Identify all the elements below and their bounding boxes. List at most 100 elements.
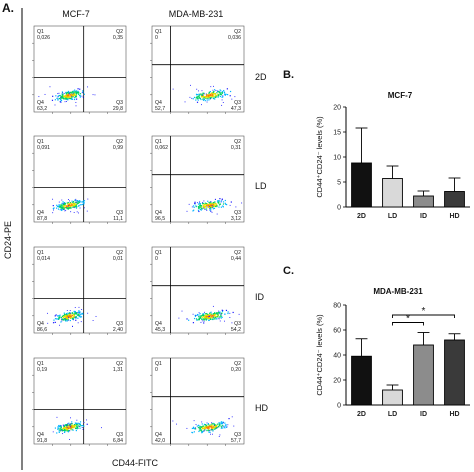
y-tick-label: 15 [333,130,341,137]
quadrant-4-label: Q4 [37,432,44,438]
quadrant-1-label: Q1 [155,29,162,35]
x-tick-label-hd: HD [449,411,459,418]
bar-id [413,344,434,406]
quadrant-1-value: 0 [155,367,158,373]
quadrant-3-label: Q3 [234,432,241,438]
flow-panel-frame [33,25,127,113]
quadrant-1-value: 0,014 [37,256,50,262]
chart-y-axis-label: CD44⁺CD24⁻ levels (%) [315,314,324,396]
quadrant-3-value: 6,84 [113,438,123,444]
flow-panel-ticks [150,152,226,224]
quadrant-2-label: Q2 [234,29,241,35]
flow-panel-ticks [150,42,226,114]
flow-density-cloud [172,84,236,106]
quadrant-1-label: Q1 [155,250,162,256]
quadrant-3-label: Q3 [234,100,241,106]
quadrant-1-label: Q1 [155,139,162,145]
quadrant-1-label: Q1 [37,139,44,145]
chart-panel-label: C. [283,265,294,277]
quadrant-2-value: 0,44 [231,256,241,262]
quadrant-2-value: 0,31 [231,145,241,151]
figure-label-a: A. [2,1,14,15]
quadrant-1-value: 0 [155,35,158,41]
quadrant-3-label: Q3 [116,432,123,438]
bar-hd [444,339,465,406]
quadrant-2-label: Q2 [116,361,123,367]
flow-panel-ticks [150,263,226,335]
x-tick-label-ld: LD [388,213,397,220]
quadrant-3-label: Q3 [116,100,123,106]
quadrant-1-value: 0,062 [155,145,168,151]
chart-title: MDA-MB-231 [373,287,423,296]
chart-y-axis-label: CD44⁺CD24⁻ levels (%) [315,116,324,198]
quadrant-2-label: Q2 [234,250,241,256]
quadrant-3-value: 11,1 [113,216,123,222]
condition-label-2d: 2D [255,72,267,82]
quadrant-1-label: Q1 [37,361,44,367]
quadrant-1-value: 0,026 [37,35,50,41]
quadrant-2-label: Q2 [116,139,123,145]
quadrant-1-label: Q1 [37,29,44,35]
quadrant-1-value: 0 [155,256,158,262]
y-tick-label: 80 [333,303,341,310]
quadrant-3-value: 29,8 [113,106,123,112]
quadrant-2-label: Q2 [234,361,241,367]
bar-hd [444,191,465,208]
bar-2d [351,355,372,406]
flow-panels: Q10,026Q20,35Q329,8Q463,2Q10Q20,036Q347,… [32,25,245,446]
quadrant-4-value: 87,8 [37,216,47,222]
quadrant-3-value: 57,7 [231,438,241,444]
quadrant-4-label: Q4 [155,100,162,106]
x-tick-label-2d: 2D [357,213,366,220]
chart-title: MCF-7 [388,91,413,100]
significance-bracket [392,322,424,326]
quadrant-3-label: Q3 [116,210,123,216]
bar-2d [351,162,372,208]
quadrant-4-value: 42,0 [155,438,165,444]
quadrant-2-label: Q2 [116,29,123,35]
flow-density-cloud [52,198,89,214]
flow-column-label-mdamb231: MDA-MB-231 [169,9,224,19]
y-tick-label: 0 [337,205,341,212]
y-tick-label: 0 [337,403,341,410]
quadrant-4-value: 91,8 [37,438,47,444]
y-tick-label: 5 [337,180,341,187]
condition-label-id: ID [255,292,265,302]
bar-ld [382,389,403,406]
quadrant-3-value: 47,3 [231,106,241,112]
bar-charts: B. MCF-7 CD44⁺CD24⁻ levels (%) 0 5 10 15 20 2D LD… [283,69,470,418]
x-tick-label-id: ID [420,411,427,418]
bar-ld [382,178,403,208]
flow-panel-ticks [32,42,108,114]
quadrant-4-value: 52,7 [155,106,165,112]
quadrant-2-value: 0,01 [113,256,123,262]
x-tick-label-hd: HD [449,213,459,220]
quadrant-4-value: 86,6 [37,327,47,333]
y-tick-label: 10 [333,155,341,162]
flow-panel-ticks [32,263,108,335]
flow-density-cloud [178,305,240,324]
quadrant-4-label: Q4 [155,321,162,327]
flow-panel-frame [33,357,127,445]
x-tick-label-2d: 2D [357,411,366,418]
quadrant-2-value: 0,20 [231,367,241,373]
flow-density-cloud [46,306,97,327]
flow-panel-ticks [32,152,108,224]
quadrant-3-label: Q3 [116,321,123,327]
flow-panel-ticks [32,374,108,446]
significance-star: * [406,314,410,325]
flow-panel-frame [33,246,127,334]
quadrant-2-value: 0,35 [113,35,123,41]
flow-panel-frame [151,357,245,445]
flow-x-axis-label: CD44-FITC [112,458,159,468]
flow-y-axis-label: CD24-PE [3,221,13,259]
quadrant-3-label: Q3 [234,321,241,327]
flow-density-cloud [172,416,235,437]
y-tick-label: 40 [333,353,341,360]
